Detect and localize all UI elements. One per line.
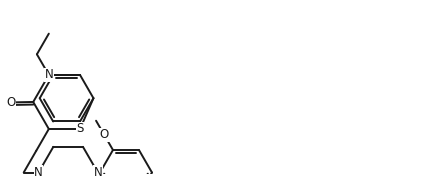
Text: N: N <box>93 166 102 179</box>
Text: O: O <box>6 96 15 109</box>
Text: O: O <box>100 129 109 141</box>
Text: N: N <box>34 166 43 179</box>
Text: N: N <box>44 68 53 81</box>
Text: S: S <box>76 122 84 136</box>
